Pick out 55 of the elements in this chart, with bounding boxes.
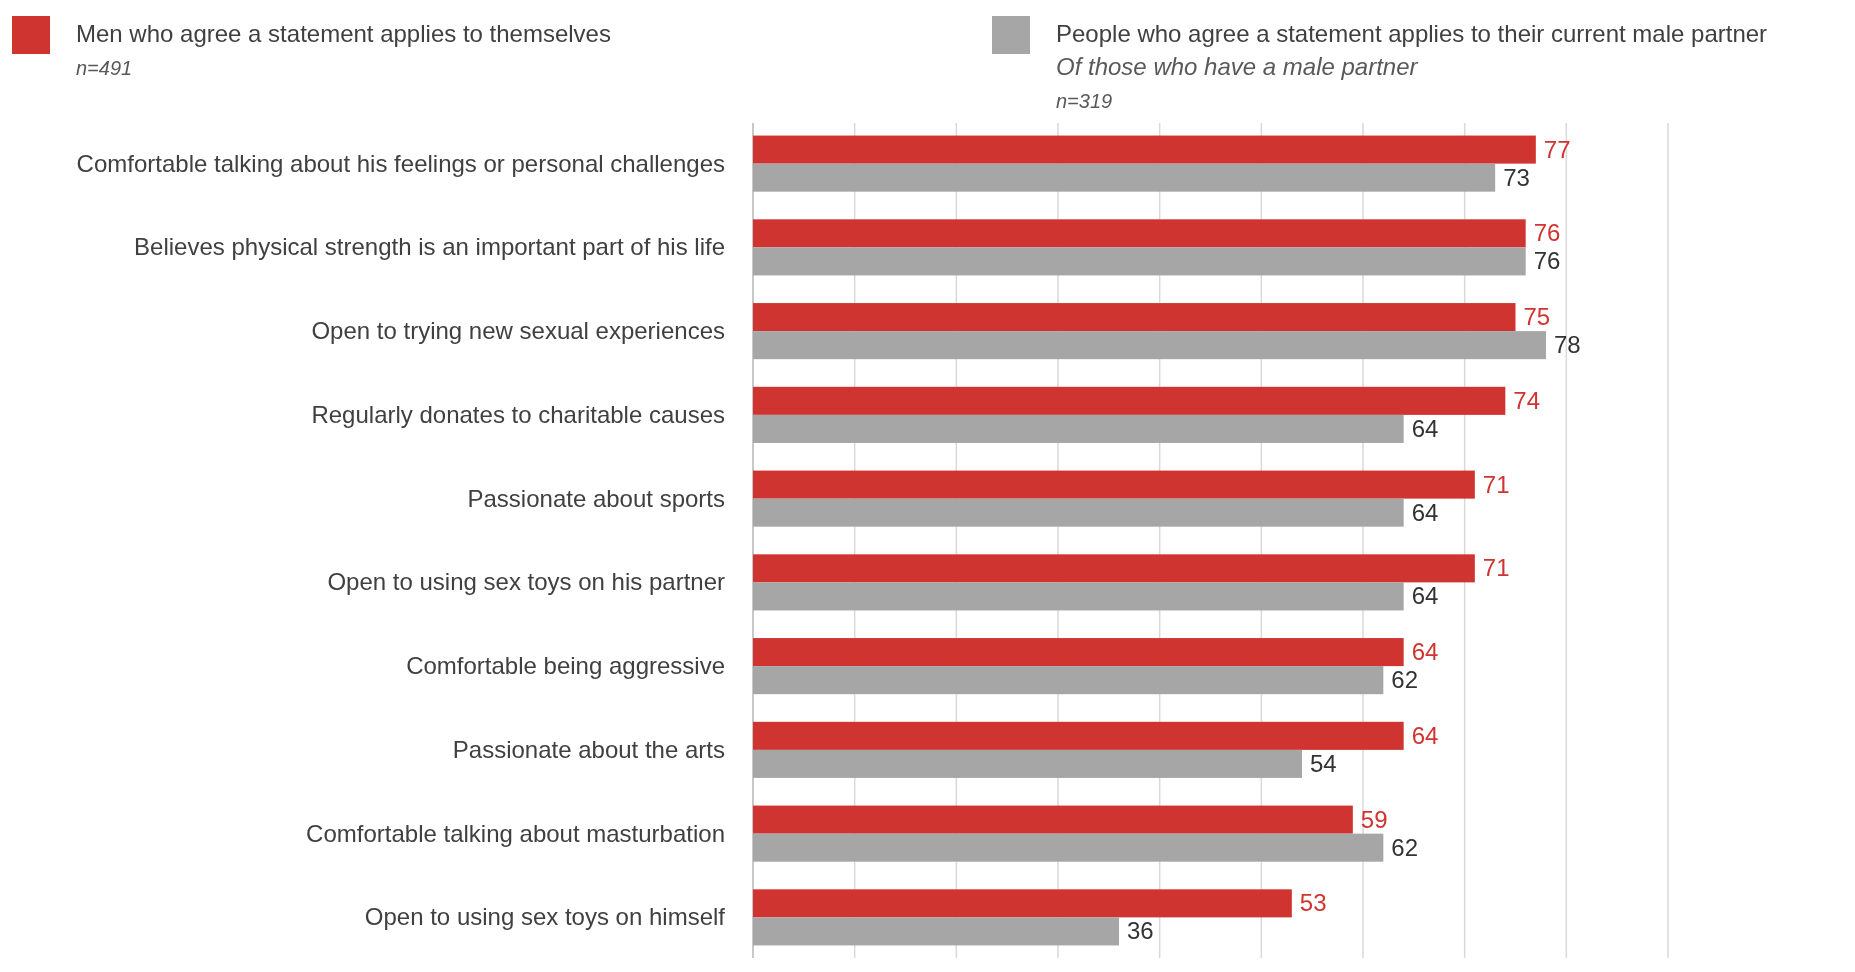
y-tick-label: Passionate about sports (467, 484, 725, 512)
y-tick-label: Comfortable talking about his feelings or personal challenges (76, 149, 725, 177)
data-label: 78 (1554, 331, 1581, 359)
data-label: 64 (1411, 721, 1439, 749)
data-label: 62 (1391, 833, 1419, 861)
y-tick-label: Passionate about the arts (452, 735, 725, 763)
bar (753, 833, 1384, 862)
data-label: 76 (1533, 219, 1561, 247)
data-label: 76 (1533, 247, 1561, 275)
y-tick-label: Comfortable being aggressive (406, 652, 725, 680)
text: Of those who have a male partner (1056, 53, 1419, 80)
data-label: 73 (1503, 163, 1530, 191)
data-label: 71 (1482, 470, 1510, 498)
data-label: 54 (1310, 749, 1337, 777)
bar (753, 805, 1353, 834)
data-label: 36 (1127, 917, 1154, 945)
bar (753, 749, 1302, 778)
data-label: 75 (1523, 303, 1551, 331)
bar (753, 721, 1404, 750)
bar (753, 331, 1546, 360)
bar (753, 582, 1404, 611)
bar (753, 554, 1475, 583)
data-label: 77 (1543, 135, 1571, 163)
bar (753, 135, 1536, 164)
text: n=319 (1056, 90, 1113, 112)
legend-label: Men who agree a statement applies to themselves (76, 20, 611, 47)
data-label: 62 (1391, 666, 1419, 694)
data-label: 59 (1360, 805, 1388, 833)
data-label: 64 (1411, 498, 1439, 526)
bar (753, 666, 1384, 695)
y-tick-label: Believes physical strength is an important part of his life (134, 233, 725, 261)
y-tick-label: Open to using sex toys on himself (364, 903, 726, 931)
data-label: 71 (1482, 554, 1510, 582)
bar (753, 889, 1292, 918)
data-label: 53 (1299, 889, 1327, 917)
data-label: 74 (1513, 386, 1541, 414)
bar (753, 470, 1475, 499)
bar (753, 219, 1526, 248)
y-tick-label: Regularly donates to charitable causes (311, 400, 725, 428)
y-tick-label: Comfortable talking about masturbation (306, 819, 725, 847)
bar (753, 638, 1404, 667)
text: n=491 (76, 57, 133, 79)
bar (753, 247, 1526, 276)
bar (753, 303, 1516, 332)
bar (753, 163, 1496, 192)
data-label: 64 (1411, 638, 1439, 666)
bar (753, 386, 1506, 415)
bar (753, 917, 1119, 946)
data-label: 64 (1411, 414, 1439, 442)
data-label: 64 (1411, 582, 1439, 610)
y-tick-label: Open to trying new sexual experiences (311, 317, 725, 345)
bar (753, 498, 1404, 527)
y-tick-label: Open to using sex toys on his partner (327, 568, 725, 596)
legend-label: People who agree a statement applies to their current male partner (1056, 20, 1768, 47)
bar (753, 414, 1404, 443)
